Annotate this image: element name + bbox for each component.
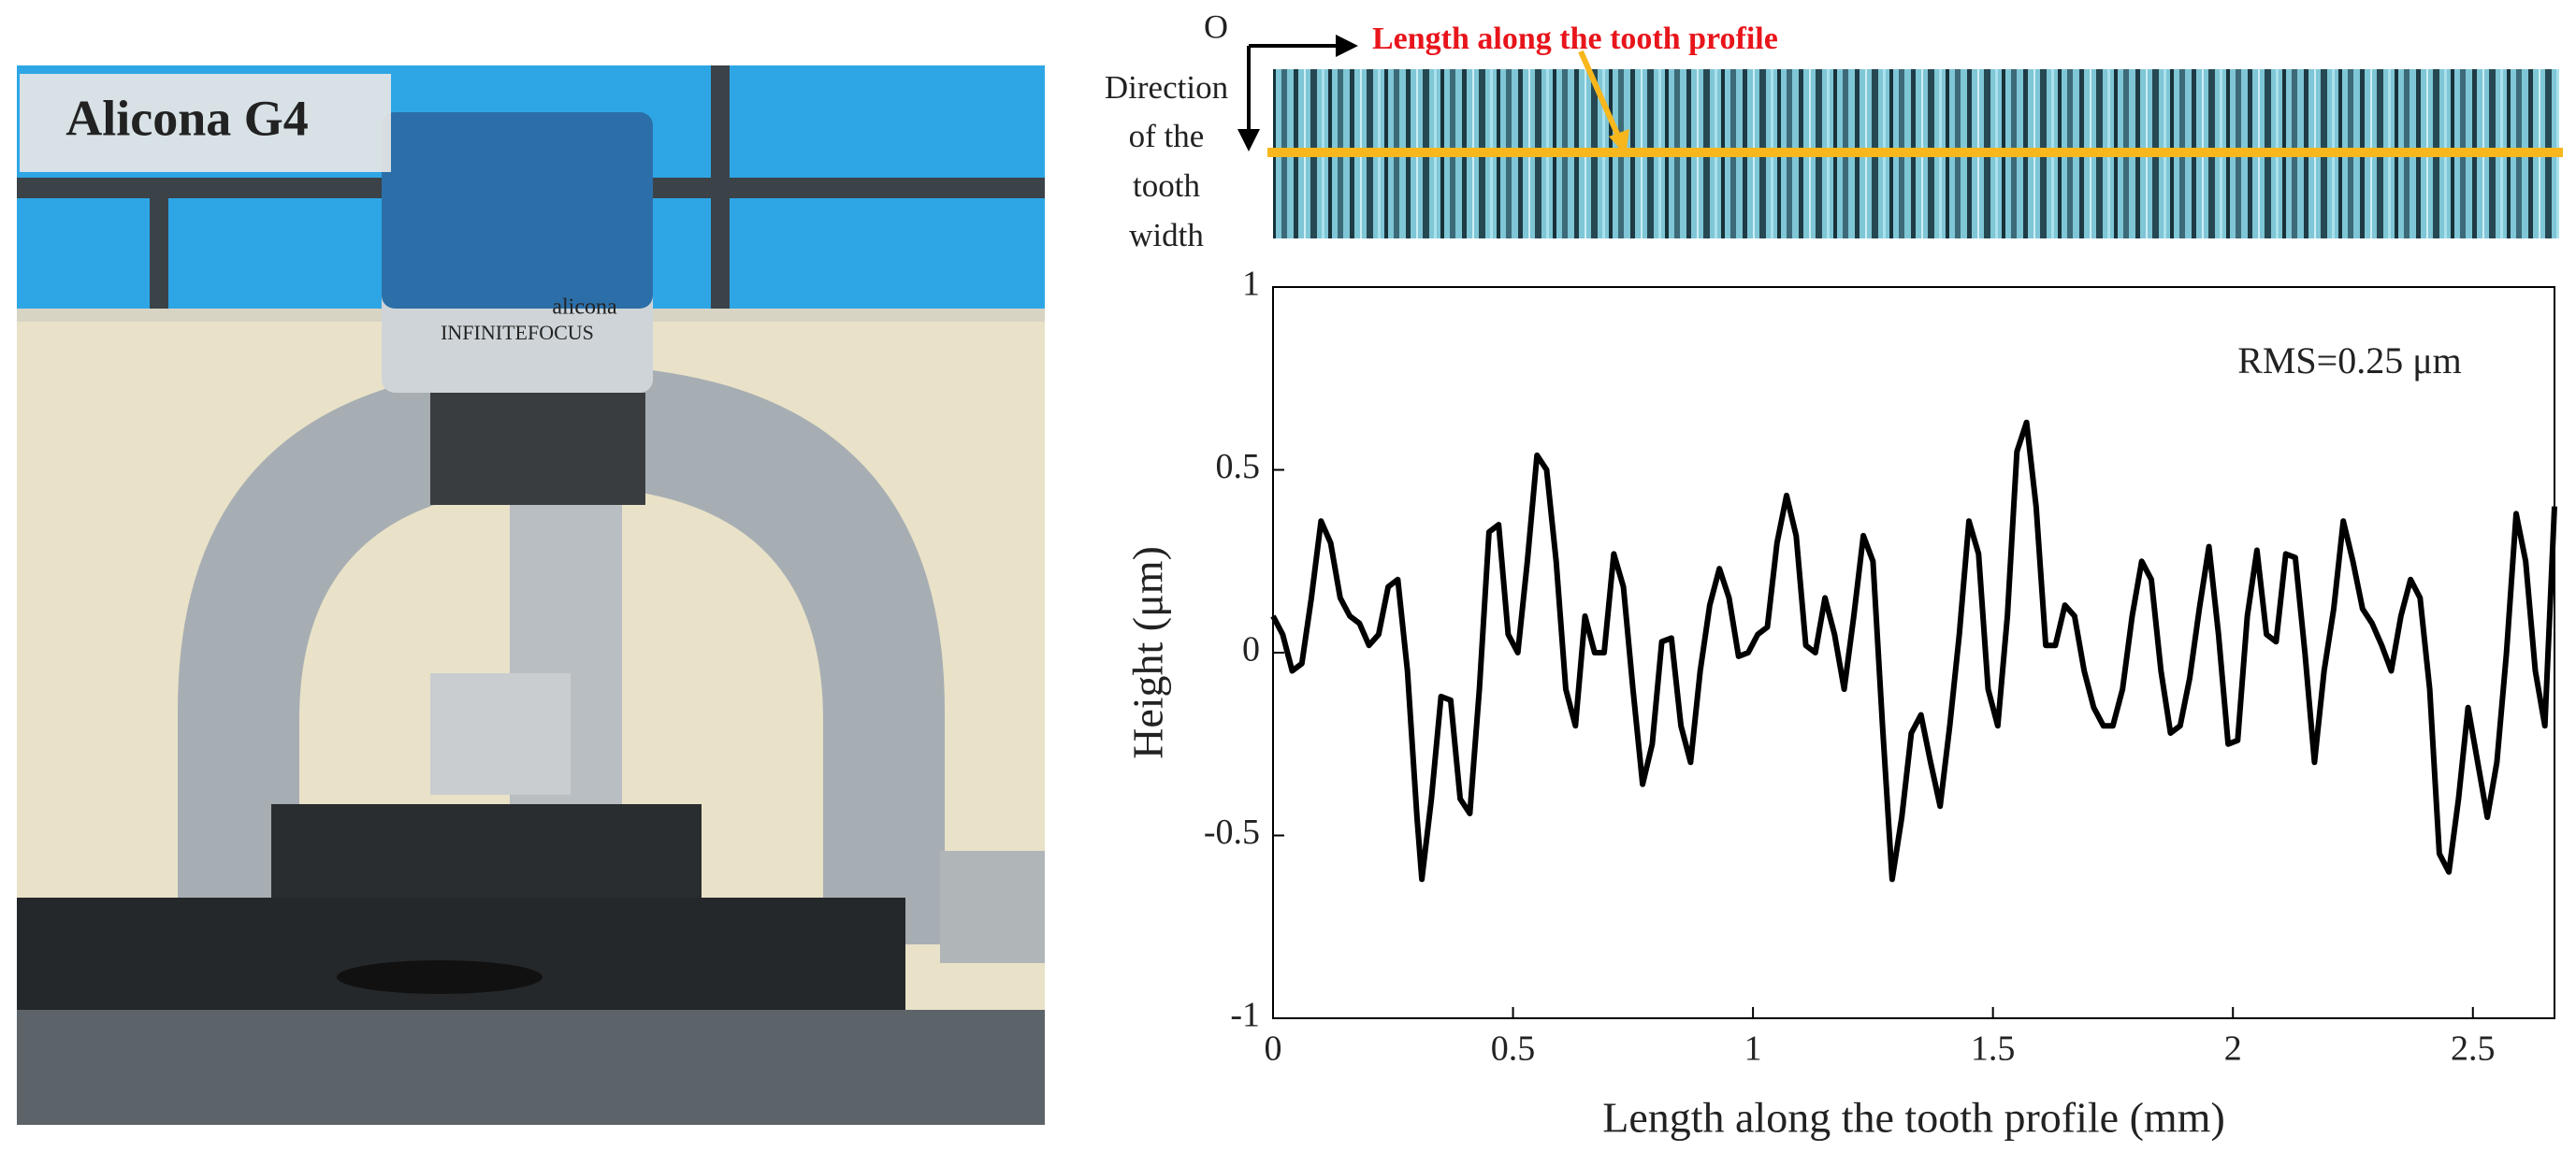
profile-pointer <box>1578 50 1623 142</box>
annotation: RMS=0.25 μm <box>2237 339 2462 381</box>
pointer-head <box>1609 129 1629 155</box>
x-axis-label: Length along the tooth profile (mm) <box>1602 1094 2225 1142</box>
y-tick-label: -1 <box>1230 996 1260 1035</box>
surface-strip: O Length along the tooth profile Directi… <box>1105 7 2563 253</box>
x-tick-label: 1 <box>1744 1029 1762 1069</box>
y-axis-label: Height (μm) <box>1124 546 1172 759</box>
x-tick-label: 2 <box>2224 1029 2242 1069</box>
data-line <box>1270 419 2557 883</box>
direction-label: Direction <box>1105 69 1228 106</box>
chart: RMS=0.25 μm Length along the tooth profi… <box>1124 265 2557 1142</box>
y-tick-label: 0.5 <box>1216 447 1261 486</box>
arrow-head <box>1336 35 1358 57</box>
origin-label: O <box>1204 7 1228 45</box>
x-tick-label: 0 <box>1265 1029 1282 1069</box>
label-box <box>20 74 391 172</box>
y-tick-label: 0 <box>1242 630 1260 669</box>
direction-label: width <box>1129 217 1204 253</box>
arrow-head <box>1237 129 1260 151</box>
direction-label: tooth <box>1133 167 1200 204</box>
photo-label: Alicona G4 <box>65 90 309 146</box>
product-text: INFINITEFOCUS <box>441 321 594 344</box>
x-tick-label: 0.5 <box>1491 1029 1536 1069</box>
direction-label: of the <box>1129 118 1205 154</box>
x-tick-label: 2.5 <box>2451 1029 2496 1069</box>
y-tick-label: 1 <box>1242 265 1260 304</box>
y-tick-label: -0.5 <box>1204 813 1260 852</box>
photo: alicona INFINITEFOCUS Alicona G4 <box>17 65 1045 1125</box>
brand-text: alicona <box>552 295 617 320</box>
plot-frame <box>1272 286 2555 1019</box>
x-tick-label: 1.5 <box>1971 1029 2016 1069</box>
length-label: Length along the tooth profile <box>1372 22 1778 56</box>
